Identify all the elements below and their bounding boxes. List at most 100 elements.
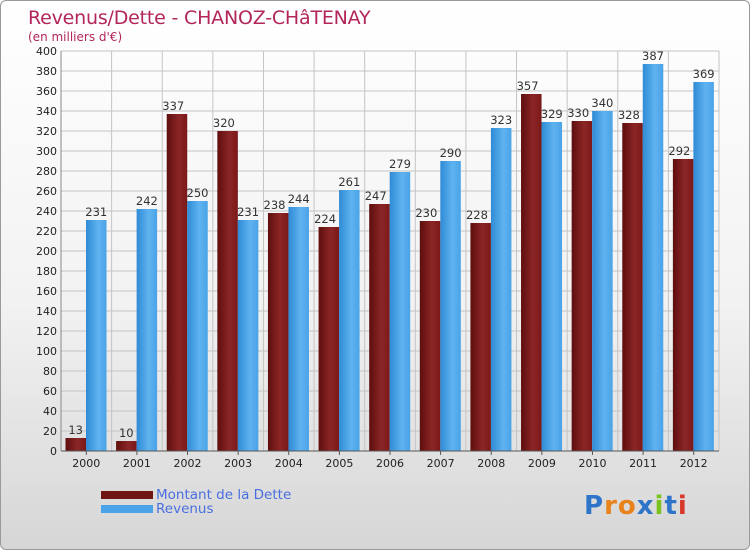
data-label-revenue-2010: 340 xyxy=(591,96,613,110)
x-tick-label: 2005 xyxy=(325,457,353,470)
y-tick-label: 340 xyxy=(36,105,57,118)
x-tick-label: 2009 xyxy=(528,457,556,470)
legend-item-debt: Montant de la Dette xyxy=(101,487,291,503)
bar-revenue-2009 xyxy=(541,122,563,451)
legend-label-debt: Montant de la Dette xyxy=(156,487,292,503)
y-tick-label: 380 xyxy=(36,65,57,78)
x-tick-label: 2012 xyxy=(680,457,708,470)
chart-subtitle: (en milliers d'€) xyxy=(28,30,123,44)
bar-debt-2012 xyxy=(672,159,694,451)
y-tick-label: 120 xyxy=(36,325,57,338)
chart-title: Revenus/Dette - CHANOZ-CHâTENAY xyxy=(28,7,371,29)
y-tick-label: 300 xyxy=(36,145,57,158)
bar-debt-2003 xyxy=(217,131,238,451)
y-tick-label: 160 xyxy=(36,285,57,298)
x-tick-label: 2006 xyxy=(376,457,404,470)
y-tick-label: 280 xyxy=(36,165,57,178)
data-label-debt-2004: 238 xyxy=(264,198,286,212)
bar-debt-2002 xyxy=(166,114,188,451)
logo-letter: i xyxy=(677,491,688,521)
y-tick-label: 0 xyxy=(50,445,57,458)
bar-debt-2006 xyxy=(369,204,390,451)
y-tick-label: 60 xyxy=(43,385,57,398)
bar-debt-2007 xyxy=(419,221,441,451)
y-tick-label: 200 xyxy=(36,245,57,258)
data-label-debt-2002: 337 xyxy=(162,99,184,113)
bar-revenue-2008 xyxy=(490,128,512,451)
data-label-debt-2008: 228 xyxy=(466,208,488,222)
data-label-revenue-2002: 250 xyxy=(187,186,209,200)
data-label-revenue-2011: 387 xyxy=(642,49,664,63)
proxiti-logo: Proxiti xyxy=(584,491,688,521)
data-label-revenue-2004: 244 xyxy=(288,192,310,206)
y-tick-label: 320 xyxy=(36,125,57,138)
y-tick-label: 240 xyxy=(36,205,57,218)
y-tick-label: 140 xyxy=(36,305,57,318)
data-label-debt-2003: 320 xyxy=(213,116,235,130)
data-label-debt-2010: 330 xyxy=(567,106,589,120)
bar-revenue-2010 xyxy=(592,111,613,451)
x-tick-label: 2000 xyxy=(72,457,100,470)
x-tick-label: 2011 xyxy=(629,457,657,470)
x-tick-label: 2007 xyxy=(427,457,455,470)
y-tick-label: 100 xyxy=(36,345,57,358)
data-label-debt-2006: 247 xyxy=(365,189,387,203)
legend-label-revenue: Revenus xyxy=(156,501,214,517)
logo-letter: x xyxy=(636,491,655,521)
data-label-debt-2001: 10 xyxy=(119,426,134,440)
logo-letter: t xyxy=(664,491,678,521)
data-label-debt-2005: 224 xyxy=(314,212,336,226)
data-label-revenue-2006: 279 xyxy=(389,157,411,171)
legend-swatch-debt xyxy=(101,491,153,499)
x-tick-label: 2001 xyxy=(123,457,151,470)
bar-debt-2000 xyxy=(65,438,86,451)
bar-revenue-2000 xyxy=(86,220,107,451)
bar-debt-2005 xyxy=(318,227,340,451)
data-label-debt-2009: 357 xyxy=(517,79,539,93)
bar-revenue-2012 xyxy=(693,82,714,451)
bar-revenue-2004 xyxy=(288,207,309,451)
bar-revenue-2003 xyxy=(237,220,259,451)
axes xyxy=(60,51,719,452)
data-label-debt-2011: 328 xyxy=(618,108,640,122)
y-tick-label: 20 xyxy=(43,425,57,438)
data-label-revenue-2003: 231 xyxy=(237,205,259,219)
data-label-revenue-2000: 231 xyxy=(85,205,107,219)
logo-letter: o xyxy=(617,491,637,521)
logo-letter: i xyxy=(654,491,665,521)
x-tick-label: 2003 xyxy=(224,457,252,470)
data-label-debt-2007: 230 xyxy=(415,206,437,220)
bar-revenue-2002 xyxy=(187,201,208,451)
data-label-debt-2012: 292 xyxy=(668,144,690,158)
data-label-revenue-2012: 369 xyxy=(693,67,715,81)
data-label-revenue-2001: 242 xyxy=(136,194,158,208)
legend-item-revenue: Revenus xyxy=(101,501,214,517)
y-tick-label: 180 xyxy=(36,265,57,278)
data-label-revenue-2008: 323 xyxy=(490,113,512,127)
y-tick-label: 360 xyxy=(36,85,57,98)
bar-revenue-2011 xyxy=(642,64,664,451)
bar-debt-2010 xyxy=(571,121,593,451)
bars xyxy=(65,64,714,451)
bar-revenue-2007 xyxy=(440,161,461,451)
x-tick-label: 2004 xyxy=(275,457,303,470)
logo-letter: r xyxy=(604,491,618,521)
data-label-revenue-2009: 329 xyxy=(541,107,563,121)
data-label-debt-2000: 13 xyxy=(68,423,83,437)
y-tick-label: 260 xyxy=(36,185,57,198)
bar-debt-2011 xyxy=(622,123,643,451)
bar-debt-2001 xyxy=(116,441,137,451)
y-tick-label: 40 xyxy=(43,405,57,418)
y-tick-label: 220 xyxy=(36,225,57,238)
x-tick-label: 2008 xyxy=(477,457,505,470)
bar-revenue-2006 xyxy=(389,172,411,451)
bar-debt-2004 xyxy=(267,213,289,451)
x-axis-ticks: 2000 2001 2002 2003 2004 2005 2006 2007 2008 2009… xyxy=(72,451,708,470)
x-tick-label: 2002 xyxy=(174,457,202,470)
data-labels: 13 231 10 242 337 250 320 231 238 244 224 261 247 279… xyxy=(68,49,714,440)
y-tick-label: 400 xyxy=(36,45,57,58)
x-tick-label: 2010 xyxy=(578,457,606,470)
bar-revenue-2001 xyxy=(136,209,158,451)
